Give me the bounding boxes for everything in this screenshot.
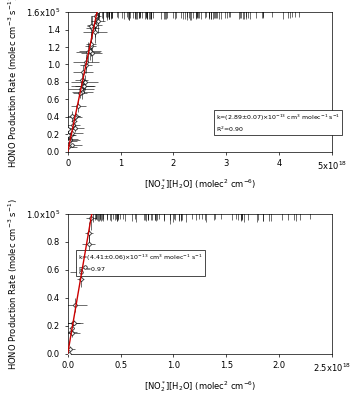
- Text: k=(4.41±0.06)×10$^{-13}$ cm$^3$ molec$^{-1}$ s$^{-1}$
R$^2$=0.97: k=(4.41±0.06)×10$^{-13}$ cm$^3$ molec$^{…: [78, 253, 203, 274]
- X-axis label: [NO$_2^*$][H$_2$O] (molec$^2$ cm$^{-6}$): [NO$_2^*$][H$_2$O] (molec$^2$ cm$^{-6}$): [144, 177, 256, 192]
- Y-axis label: HONO Production Rate (molec cm$^{-3}$ s$^{-1}$): HONO Production Rate (molec cm$^{-3}$ s$…: [7, 0, 20, 168]
- Y-axis label: HONO Production Rate (molec cm$^{-3}$ s$^{-1}$): HONO Production Rate (molec cm$^{-3}$ s$…: [7, 198, 20, 370]
- X-axis label: [NO$_2^*$][H$_2$O] (molec$^2$ cm$^{-6}$): [NO$_2^*$][H$_2$O] (molec$^2$ cm$^{-6}$): [144, 379, 256, 394]
- Text: k=(2.89±0.07)×10$^{-13}$ cm$^3$ molec$^{-1}$ s$^{-1}$
R$^2$=0.90: k=(2.89±0.07)×10$^{-13}$ cm$^3$ molec$^{…: [216, 113, 340, 134]
